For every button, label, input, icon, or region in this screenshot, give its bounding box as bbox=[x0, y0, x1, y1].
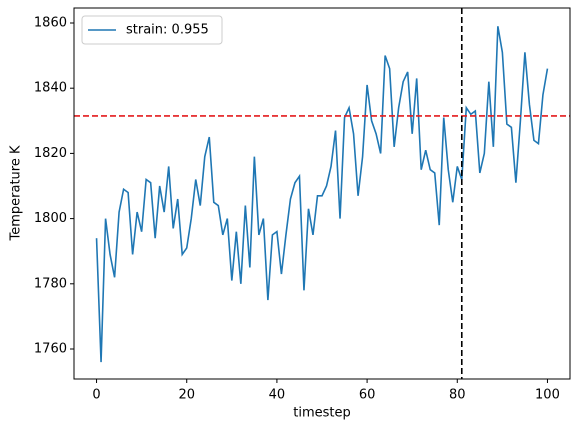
plot-frame bbox=[73, 7, 571, 380]
y-tick-label: 1760 bbox=[34, 342, 67, 357]
y-tick-label: 1780 bbox=[34, 276, 67, 291]
x-tick-label: 100 bbox=[535, 388, 560, 403]
y-axis-label: Temperature K bbox=[9, 145, 24, 241]
y-tick-label: 1820 bbox=[34, 146, 67, 161]
x-tick-label: 40 bbox=[269, 388, 286, 403]
legend-box bbox=[81, 15, 223, 45]
x-tick-label: 80 bbox=[449, 388, 466, 403]
y-tick-label: 1860 bbox=[34, 15, 67, 30]
x-tick-label: 60 bbox=[359, 388, 376, 403]
y-tick-label: 1800 bbox=[34, 211, 67, 226]
y-tick-label: 1840 bbox=[34, 81, 67, 96]
legend-label: strain: 0.955 bbox=[126, 23, 209, 38]
x-tick-label: 0 bbox=[92, 388, 100, 403]
x-tick-label: 20 bbox=[178, 388, 195, 403]
x-axis-label: timestep bbox=[293, 406, 351, 421]
data-line bbox=[95, 26, 549, 363]
